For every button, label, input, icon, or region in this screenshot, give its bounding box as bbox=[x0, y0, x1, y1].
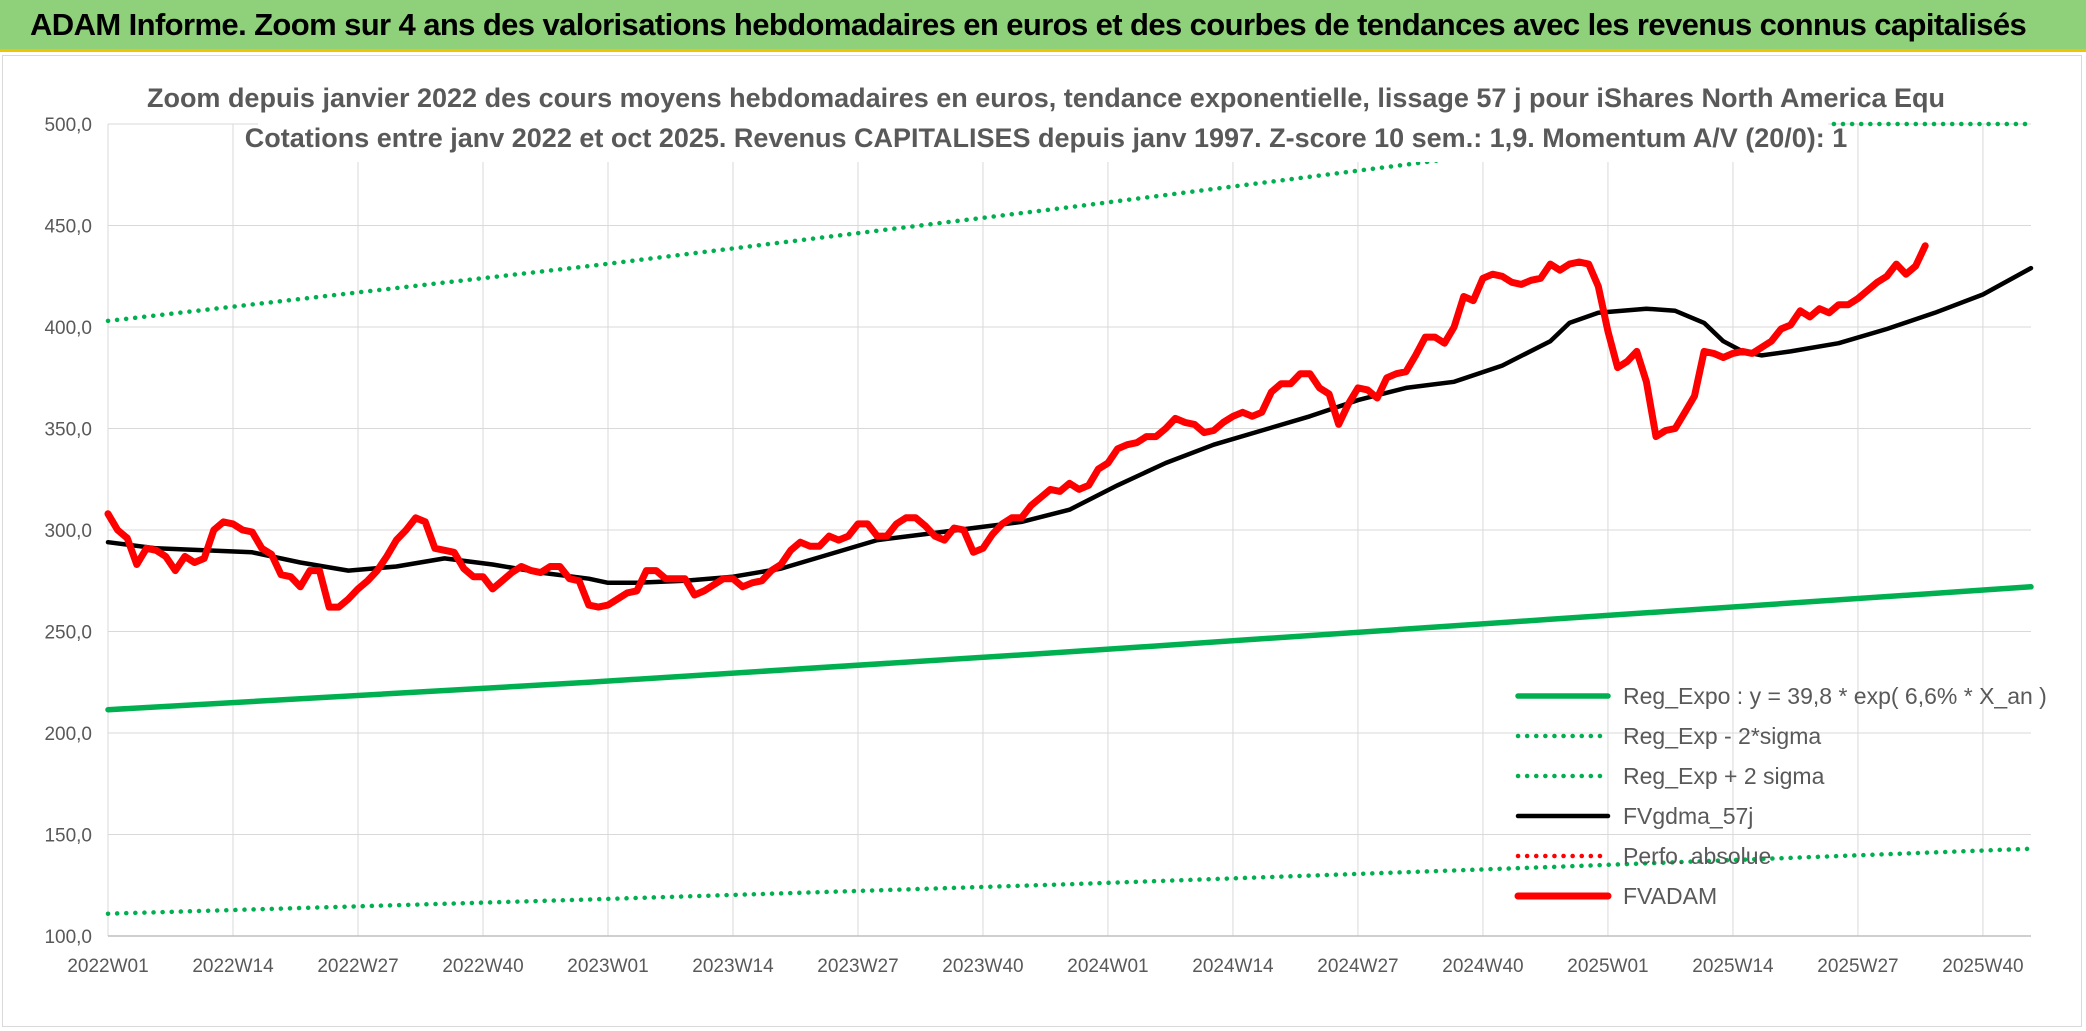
x-tick-label: 2022W01 bbox=[67, 956, 148, 977]
legend-label-4: Perfo. absolue bbox=[1623, 843, 1771, 869]
x-tick-label: 2024W14 bbox=[1192, 956, 1274, 977]
y-tick-label: 150,0 bbox=[44, 826, 92, 847]
subtitle-line-1: Zoom depuis janvier 2022 des cours moyen… bbox=[147, 83, 1945, 113]
x-tick-label: 2024W27 bbox=[1317, 956, 1398, 977]
subtitle-line-2: Cotations entre janv 2022 et oct 2025. R… bbox=[245, 123, 1848, 153]
y-tick-label: 450,0 bbox=[44, 217, 92, 238]
x-tick-label: 2024W01 bbox=[1067, 956, 1148, 977]
y-tick-label: 250,0 bbox=[44, 623, 92, 644]
x-tick-label: 2023W40 bbox=[942, 956, 1023, 977]
x-tick-label: 2025W27 bbox=[1817, 956, 1898, 977]
series-layer bbox=[104, 121, 2034, 916]
y-tick-label: 400,0 bbox=[44, 318, 92, 339]
x-tick-label: 2023W14 bbox=[692, 956, 774, 977]
report-banner: ADAM Informe. Zoom sur 4 ans des valoris… bbox=[0, 0, 2086, 52]
chart-subtitle: Zoom depuis janvier 2022 des cours moyen… bbox=[147, 74, 1945, 162]
x-tick-label: 2023W27 bbox=[817, 956, 898, 977]
x-tick-label: 2024W40 bbox=[1442, 956, 1523, 977]
x-tick-label: 2022W27 bbox=[317, 956, 398, 977]
legend-label-5: FVADAM bbox=[1623, 883, 1717, 909]
legend-label-3: FVgdma_57j bbox=[1623, 803, 1753, 829]
series-line-1 bbox=[105, 846, 2034, 916]
series-line-5 bbox=[104, 242, 1929, 611]
y-tick-label: 100,0 bbox=[44, 927, 92, 948]
x-tick-label: 2023W01 bbox=[567, 956, 648, 977]
series-line-0 bbox=[105, 584, 2034, 713]
x-tick-label: 2025W14 bbox=[1692, 956, 1774, 977]
y-axis: 100,0 150,0 200,0 250,0 300,0 350,0 400,0 450,0… bbox=[44, 115, 92, 948]
series-line-3 bbox=[105, 265, 2034, 586]
x-tick-label: 2025W01 bbox=[1567, 956, 1648, 977]
report-title: ADAM Informe. Zoom sur 4 ans des valoris… bbox=[30, 7, 2027, 42]
x-tick-label: 2022W40 bbox=[442, 956, 523, 977]
gridlines bbox=[107, 123, 2031, 937]
y-tick-label: 200,0 bbox=[44, 724, 92, 745]
legend-label-1: Reg_Exp - 2*sigma bbox=[1623, 723, 1821, 749]
legend: Reg_Expo : y = 39,8 * exp( 6,6% * X_an )… bbox=[1514, 683, 2047, 909]
x-tick-label: 2022W14 bbox=[192, 956, 274, 977]
y-tick-label: 500,0 bbox=[44, 115, 92, 136]
legend-label-0: Reg_Expo : y = 39,8 * exp( 6,6% * X_an ) bbox=[1623, 683, 2047, 709]
line-chart: 100,0 150,0 200,0 250,0 300,0 350,0 400,0 450,0… bbox=[44, 74, 2047, 977]
legend-label-2: Reg_Exp + 2 sigma bbox=[1623, 763, 1825, 789]
y-tick-label: 350,0 bbox=[44, 420, 92, 441]
x-tick-label: 2025W40 bbox=[1942, 956, 2023, 977]
x-axis: 2022W01 2022W14 2022W27 2022W40 2023W01 2023W… bbox=[67, 935, 2031, 977]
chart-area: 100,0 150,0 200,0 250,0 300,0 350,0 400,0 450,0… bbox=[2, 55, 2082, 1027]
y-tick-label: 300,0 bbox=[44, 521, 92, 542]
subtitle-background bbox=[258, 74, 1828, 162]
